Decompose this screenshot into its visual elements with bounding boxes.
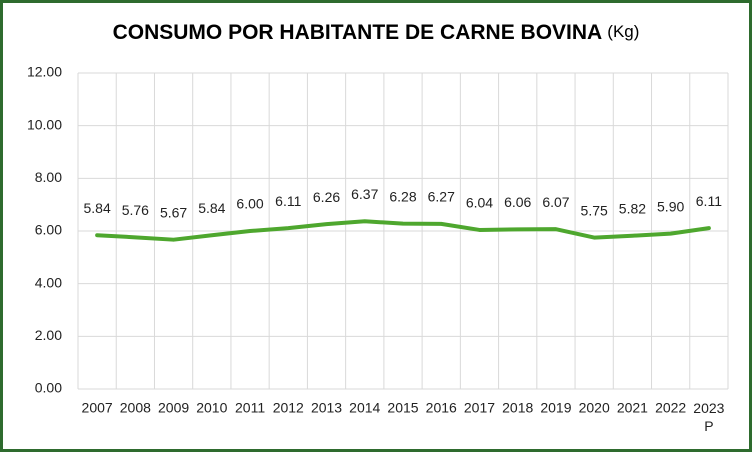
x-tick-label-line: P — [704, 418, 713, 434]
data-label: 6.28 — [389, 188, 416, 204]
data-label: 5.84 — [83, 200, 110, 216]
data-label: 6.11 — [275, 193, 301, 209]
y-tick-label: 4.00 — [35, 274, 62, 290]
data-label: 6.37 — [351, 186, 378, 202]
title-main: CONSUMO POR HABITANTE DE CARNE BOVINA — [113, 21, 602, 44]
chart-title: CONSUMO POR HABITANTE DE CARNE BOVINA (K… — [113, 21, 640, 44]
data-label: 5.82 — [619, 200, 646, 216]
data-label: 5.90 — [657, 198, 684, 214]
x-tick-label: 2021 — [617, 400, 648, 416]
data-label: 6.27 — [428, 189, 455, 205]
x-tick-label: 2022 — [655, 400, 686, 416]
data-label: 5.75 — [581, 202, 608, 218]
data-label: 5.67 — [160, 204, 187, 220]
y-tick-label: 10.00 — [27, 116, 62, 132]
data-label: 6.07 — [542, 194, 569, 210]
data-label: 6.06 — [504, 194, 531, 210]
x-tick-label: 2013 — [311, 400, 342, 416]
x-tick-label: 2008 — [120, 400, 151, 416]
y-tick-label: 2.00 — [35, 327, 62, 343]
x-tick-label: 2012 — [273, 400, 304, 416]
data-label: 6.00 — [236, 196, 263, 212]
line — [95, 219, 711, 242]
x-tick-label-line: 2023 — [693, 400, 724, 416]
data-label: 6.26 — [313, 189, 340, 205]
x-tick-label: 2023 P — [693, 400, 724, 434]
title-unit: (Kg) — [607, 22, 639, 41]
x-tick-label: 2009 — [158, 400, 189, 416]
data-label: 6.11 — [696, 193, 722, 209]
x-tick-label: 2007 — [82, 400, 113, 416]
x-tick-label: 2019 — [540, 400, 571, 416]
x-tick-label: 2020 — [579, 400, 610, 416]
x-tick-label: 2018 — [502, 400, 533, 416]
y-tick-label: 0.00 — [35, 380, 62, 396]
y-tick-label: 8.00 — [35, 169, 62, 185]
x-tick-label: 2010 — [196, 400, 227, 416]
x-tick-label: 2014 — [349, 400, 380, 416]
data-label: 5.76 — [122, 202, 149, 218]
data-label: 6.04 — [466, 195, 493, 211]
x-tick-label: 2011 — [235, 400, 265, 416]
y-tick-label: 12.00 — [27, 64, 62, 80]
y-tick-label: 6.00 — [35, 222, 62, 238]
x-tick-label: 2016 — [426, 400, 457, 416]
x-tick-label: 2015 — [387, 400, 418, 416]
data-label: 5.84 — [198, 200, 225, 216]
x-tick-label: 2017 — [464, 400, 495, 416]
